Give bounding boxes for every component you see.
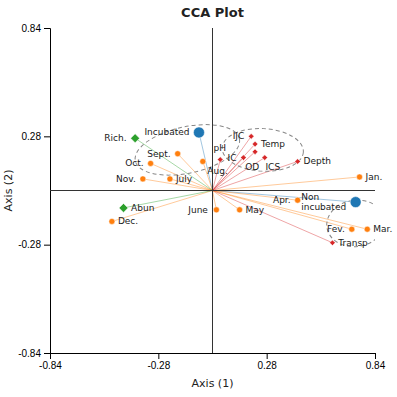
point [252,149,258,155]
y-tick: 0.28 [22,131,50,142]
y-axis: -0.84 -0.28 0.28 0.84 [18,23,50,359]
point [140,176,146,182]
x-axis-line [51,354,376,360]
point [252,141,258,147]
point-label: Rich. [104,133,126,143]
x-tick: -0.84 [39,353,62,371]
point [131,134,140,143]
y-tick: -0.84 [18,348,50,359]
point-label: Nov. [116,174,136,184]
plot: -0.84 -0.28 0.28 0.84 -0.84 -0.28 0.28 0.84 Axis… [2,23,392,390]
point-label: Temp [260,139,285,149]
point [237,207,243,213]
point [213,207,219,213]
y-axis-line [44,29,51,354]
point [330,240,336,246]
x-tick-mark [375,353,376,359]
y-tick-label: 0.28 [22,131,42,142]
point [148,160,154,166]
y-tick: -0.28 [18,239,50,250]
vector-line [135,138,212,190]
point [295,159,301,165]
point-labels: Incubated Nonincubated Jan. Fev. Mar. Apr. May… [104,127,392,247]
x-axis: -0.84 -0.28 0.28 0.84 [39,353,386,371]
y-tick-label: -0.28 [18,239,41,250]
group-ellipse [130,116,244,184]
point-label: Incubated [144,127,189,137]
point-label: Transp [337,238,368,248]
x-tick: -0.28 [147,353,170,371]
point [357,174,363,180]
vector-line [213,177,360,191]
y-tick-mark [44,245,50,246]
x-tick-label: 0.28 [257,360,277,371]
point [109,218,115,224]
point [295,197,301,203]
point-label: Dec. [118,216,138,226]
x-tick-mark [267,353,268,359]
point-label: Aug. [207,166,227,176]
vector-line [199,132,213,190]
origin-line [212,28,213,353]
x-tick-label: -0.84 [39,360,62,371]
point [119,203,128,212]
point [241,155,247,161]
point-label: OD [245,162,259,172]
point-label: IJC [233,131,245,141]
y-tick-mark [44,28,50,29]
point-label: July [175,174,193,184]
x-tick-label: 0.84 [366,360,386,371]
point-label: IC [228,153,237,163]
x-tick-label: -0.28 [147,360,170,371]
point-label: ICS [265,162,280,172]
vector-line [213,191,333,243]
point [350,197,361,208]
point [175,151,181,157]
point-label: Depth [303,156,330,166]
y-tick-label: -0.84 [18,348,41,359]
y-tick-mark [44,136,50,137]
point [200,158,206,164]
vector-line [151,163,213,190]
y-tick-mark [44,353,50,354]
point-label: Nonincubated [301,192,346,213]
x-tick-mark [158,353,159,359]
point-label: pH [213,143,225,153]
x-tick: 0.84 [366,353,386,371]
point [248,134,254,140]
point-label: Apr. [273,195,291,205]
point-label: Fev. [327,224,345,234]
point-label: May [246,205,265,215]
point [262,155,268,161]
x-tick: 0.28 [257,353,277,371]
point-label: Oct. [125,158,143,168]
x-axis-title: Axis (1) [192,377,234,390]
point-label: Sept. [147,149,170,159]
chart: -0.84 -0.28 0.28 0.84 -0.84 -0.28 0.28 0.84 Axis… [0,0,397,397]
y-axis-title: Axis (2) [2,170,15,212]
y-tick: 0.84 [22,23,50,34]
data-area [50,28,375,353]
point [167,176,173,182]
point [217,157,223,163]
y-tick-label: 0.84 [22,23,42,34]
point-label: Mar. [373,224,392,234]
point [349,226,355,232]
point [193,127,204,138]
group-ellipse [221,126,304,173]
point-label: Jan. [365,172,383,182]
point-label: Abun [131,203,154,213]
title: CCA Plot [181,5,244,20]
point-label: June [187,205,208,215]
point [364,226,370,232]
